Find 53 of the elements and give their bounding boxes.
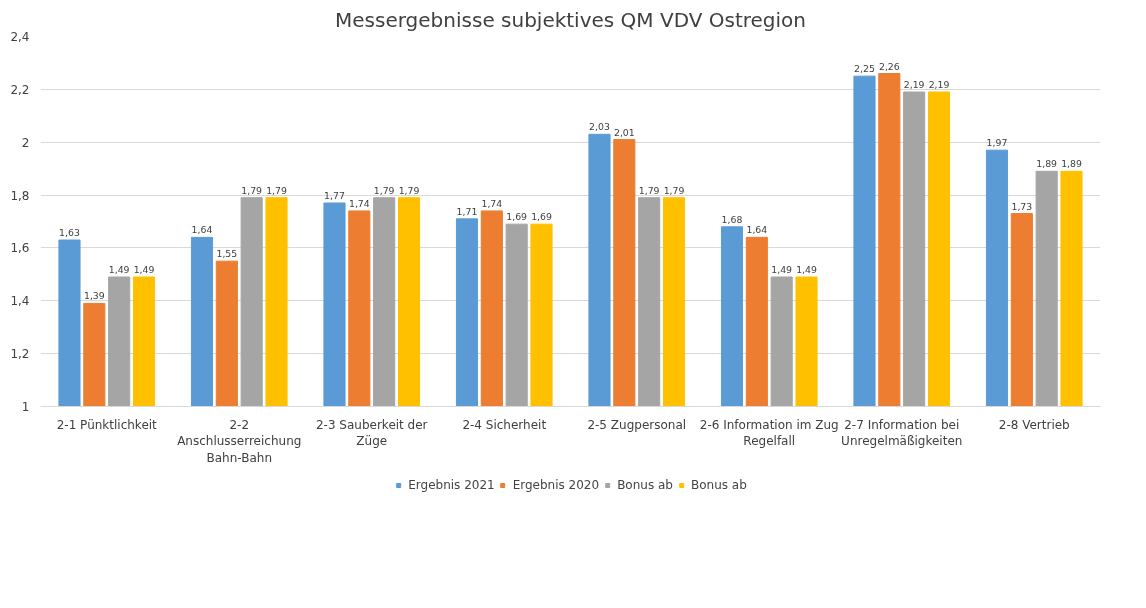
x-tick-label: 2-5 Zugpersonal xyxy=(587,417,687,432)
y-tick-label: 1,2 xyxy=(10,347,30,362)
x-tick-label: 2-4 Sicherheit xyxy=(462,417,547,432)
x-tick-label: 2-6 Information im Zug Regelfall xyxy=(699,417,839,449)
data-label: 1,79 xyxy=(663,184,685,196)
x-tick-label: 2-2 Anschlusserreichung Bahn-Bahn xyxy=(177,417,302,466)
y-tick-label: 2,2 xyxy=(10,82,30,97)
data-label: 1,49 xyxy=(771,264,793,275)
data-label: 1,89 xyxy=(1036,158,1058,170)
data-label: 1,73 xyxy=(1011,200,1033,212)
data-label: 1,49 xyxy=(796,264,817,275)
y-tick-label: 2,4 xyxy=(10,30,30,44)
y-tick-label: 2 xyxy=(21,135,30,150)
data-label: 1,71 xyxy=(456,205,478,217)
y-tick-label: 1,6 xyxy=(10,241,30,256)
y-tick-label: 1,4 xyxy=(10,294,30,309)
legend-label: Ergebnis 2020 xyxy=(512,478,600,492)
x-tick-label: 2-8 Vertrieb xyxy=(998,417,1070,432)
data-label: 1,79 xyxy=(638,184,660,196)
data-label: 1,39 xyxy=(83,290,105,302)
data-label: 1,97 xyxy=(986,137,1008,149)
data-label: 1,79 xyxy=(266,184,287,196)
data-label: 2,19 xyxy=(903,79,925,90)
data-label: 1,49 xyxy=(108,264,130,275)
data-label: 2,03 xyxy=(589,121,610,133)
data-label: 1,64 xyxy=(191,224,213,236)
legend-label: Bonus ab xyxy=(690,478,747,492)
y-tick-label: 1 xyxy=(21,400,30,414)
x-tick-label: 2-1 Pünktlichkeit xyxy=(56,417,158,432)
data-label: 1,64 xyxy=(746,224,768,236)
data-label: 2,25 xyxy=(854,63,875,75)
data-label: 1,79 xyxy=(373,184,395,196)
data-label: 2,01 xyxy=(613,126,635,138)
legend-label: Ergebnis 2021 xyxy=(408,478,495,492)
data-label: 1,79 xyxy=(241,184,263,196)
y-tick-label: 1,8 xyxy=(10,188,30,203)
data-label: 1,63 xyxy=(59,227,80,238)
data-label: 2,26 xyxy=(878,60,900,72)
data-label: 2,19 xyxy=(928,79,950,90)
x-tick-label: 2-3 Sauberkeit der Züge xyxy=(315,417,428,449)
data-label: 1,74 xyxy=(348,197,370,209)
data-label: 1,69 xyxy=(531,211,552,223)
data-label: 1,69 xyxy=(506,211,528,223)
data-label: 1,74 xyxy=(481,197,503,209)
data-label: 1,49 xyxy=(133,264,155,275)
data-label: 1,79 xyxy=(398,184,420,196)
x-tick-label: 2-7 Information bei Unregelmäßigkeiten xyxy=(841,417,963,449)
legend-label: Bonus ab xyxy=(617,478,673,492)
data-label: 1,68 xyxy=(721,213,743,225)
data-label: 1,55 xyxy=(216,248,238,260)
chart-title: Messergebnisse subjektives QM VDV Ostregion xyxy=(335,7,806,32)
data-label: 1,77 xyxy=(324,190,345,201)
data-label: 1,89 xyxy=(1061,158,1082,170)
